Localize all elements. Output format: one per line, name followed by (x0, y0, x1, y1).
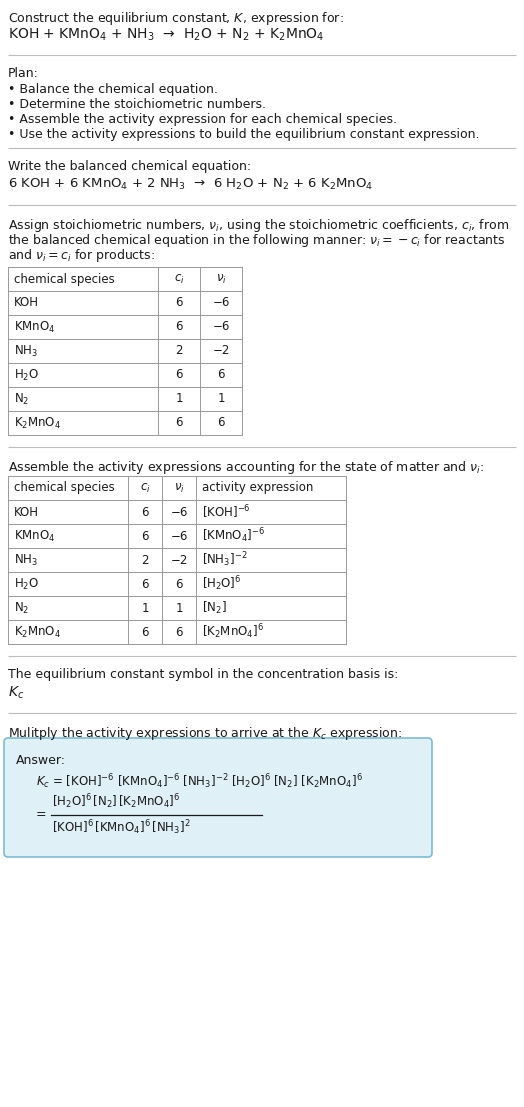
Text: K$_2$MnO$_4$: K$_2$MnO$_4$ (14, 415, 61, 431)
Text: The equilibrium constant symbol in the concentration basis is:: The equilibrium constant symbol in the c… (8, 668, 398, 681)
Text: −6: −6 (212, 297, 230, 310)
Text: and $\nu_i = c_i$ for products:: and $\nu_i = c_i$ for products: (8, 247, 155, 263)
Text: the balanced chemical equation in the following manner: $\nu_i = -c_i$ for react: the balanced chemical equation in the fo… (8, 232, 506, 249)
Text: KMnO$_4$: KMnO$_4$ (14, 528, 56, 544)
Text: 1: 1 (175, 601, 183, 614)
Text: 6: 6 (175, 578, 183, 590)
Text: −6: −6 (212, 321, 230, 333)
Text: chemical species: chemical species (14, 482, 115, 495)
Text: K$_2$MnO$_4$: K$_2$MnO$_4$ (14, 624, 61, 640)
Text: $[\mathrm{H_2O}]^6\,[\mathrm{N_2}]\,[\mathrm{K_2MnO_4}]^6$: $[\mathrm{H_2O}]^6\,[\mathrm{N_2}]\,[\ma… (52, 793, 180, 810)
Text: 1: 1 (217, 393, 225, 405)
Text: 1: 1 (141, 601, 149, 614)
Text: $c_i$: $c_i$ (173, 272, 184, 286)
Text: 6: 6 (175, 321, 183, 333)
Text: [H$_2$O]$^6$: [H$_2$O]$^6$ (202, 575, 242, 593)
Text: −2: −2 (212, 344, 230, 358)
Text: N$_2$: N$_2$ (14, 600, 29, 615)
Text: $K_c$: $K_c$ (8, 685, 24, 702)
Text: 6: 6 (217, 416, 225, 430)
Text: −6: −6 (170, 506, 188, 518)
Text: • Use the activity expressions to build the equilibrium constant expression.: • Use the activity expressions to build … (8, 128, 479, 141)
Text: $\nu_i$: $\nu_i$ (173, 482, 184, 495)
Text: H$_2$O: H$_2$O (14, 368, 39, 383)
Text: 6: 6 (141, 625, 149, 639)
Text: $\nu_i$: $\nu_i$ (215, 272, 226, 286)
Text: [N$_2$]: [N$_2$] (202, 600, 227, 617)
Text: 6: 6 (175, 625, 183, 639)
Text: =: = (36, 808, 47, 821)
Text: 1: 1 (175, 393, 183, 405)
Text: Assemble the activity expressions accounting for the state of matter and $\nu_i$: Assemble the activity expressions accoun… (8, 459, 484, 476)
Text: 6: 6 (141, 506, 149, 518)
Text: 6: 6 (175, 297, 183, 310)
Text: • Determine the stoichiometric numbers.: • Determine the stoichiometric numbers. (8, 99, 266, 111)
Text: −6: −6 (170, 529, 188, 542)
Text: N$_2$: N$_2$ (14, 392, 29, 406)
Text: $[\mathrm{KOH}]^6\,[\mathrm{KMnO_4}]^6\,[\mathrm{NH_3}]^2$: $[\mathrm{KOH}]^6\,[\mathrm{KMnO_4}]^6\,… (52, 818, 191, 837)
Text: $c_i$: $c_i$ (139, 482, 150, 495)
Text: Write the balanced chemical equation:: Write the balanced chemical equation: (8, 161, 251, 173)
Text: NH$_3$: NH$_3$ (14, 552, 38, 568)
Text: 2: 2 (175, 344, 183, 358)
Text: [K$_2$MnO$_4$]$^6$: [K$_2$MnO$_4$]$^6$ (202, 622, 264, 641)
Text: KMnO$_4$: KMnO$_4$ (14, 320, 56, 334)
Text: Construct the equilibrium constant, $K$, expression for:: Construct the equilibrium constant, $K$,… (8, 10, 344, 27)
Text: 6: 6 (175, 416, 183, 430)
Text: • Assemble the activity expression for each chemical species.: • Assemble the activity expression for e… (8, 113, 397, 126)
FancyBboxPatch shape (4, 738, 432, 857)
Text: Assign stoichiometric numbers, $\nu_i$, using the stoichiometric coefficients, $: Assign stoichiometric numbers, $\nu_i$, … (8, 217, 509, 234)
Text: 6: 6 (141, 578, 149, 590)
Text: −2: −2 (170, 554, 188, 567)
Text: 6: 6 (175, 369, 183, 382)
Text: [NH$_3$]$^{-2}$: [NH$_3$]$^{-2}$ (202, 550, 247, 569)
Text: [KOH]$^{-6}$: [KOH]$^{-6}$ (202, 504, 250, 520)
Text: activity expression: activity expression (202, 482, 313, 495)
Text: 6 KOH + 6 KMnO$_4$ + 2 NH$_3$  →  6 H$_2$O + N$_2$ + 6 K$_2$MnO$_4$: 6 KOH + 6 KMnO$_4$ + 2 NH$_3$ → 6 H$_2$O… (8, 177, 373, 193)
Text: Mulitply the activity expressions to arrive at the $K_c$ expression:: Mulitply the activity expressions to arr… (8, 725, 402, 742)
Text: • Balance the chemical equation.: • Balance the chemical equation. (8, 83, 218, 96)
Text: NH$_3$: NH$_3$ (14, 343, 38, 359)
Text: Plan:: Plan: (8, 68, 39, 80)
Text: H$_2$O: H$_2$O (14, 577, 39, 591)
Text: KOH: KOH (14, 297, 39, 310)
Text: chemical species: chemical species (14, 272, 115, 286)
Text: [KMnO$_4$]$^{-6}$: [KMnO$_4$]$^{-6}$ (202, 527, 265, 546)
Text: KOH + KMnO$_4$ + NH$_3$  →  H$_2$O + N$_2$ + K$_2$MnO$_4$: KOH + KMnO$_4$ + NH$_3$ → H$_2$O + N$_2$… (8, 27, 324, 43)
Text: 6: 6 (217, 369, 225, 382)
Text: Answer:: Answer: (16, 754, 66, 767)
Text: KOH: KOH (14, 506, 39, 518)
Text: 2: 2 (141, 554, 149, 567)
Text: $K_c$ = [KOH]$^{-6}$ [KMnO$_4$]$^{-6}$ [NH$_3$]$^{-2}$ [H$_2$O]$^6$ [N$_2$] [K$_: $K_c$ = [KOH]$^{-6}$ [KMnO$_4$]$^{-6}$ [… (36, 772, 363, 790)
Text: 6: 6 (141, 529, 149, 542)
